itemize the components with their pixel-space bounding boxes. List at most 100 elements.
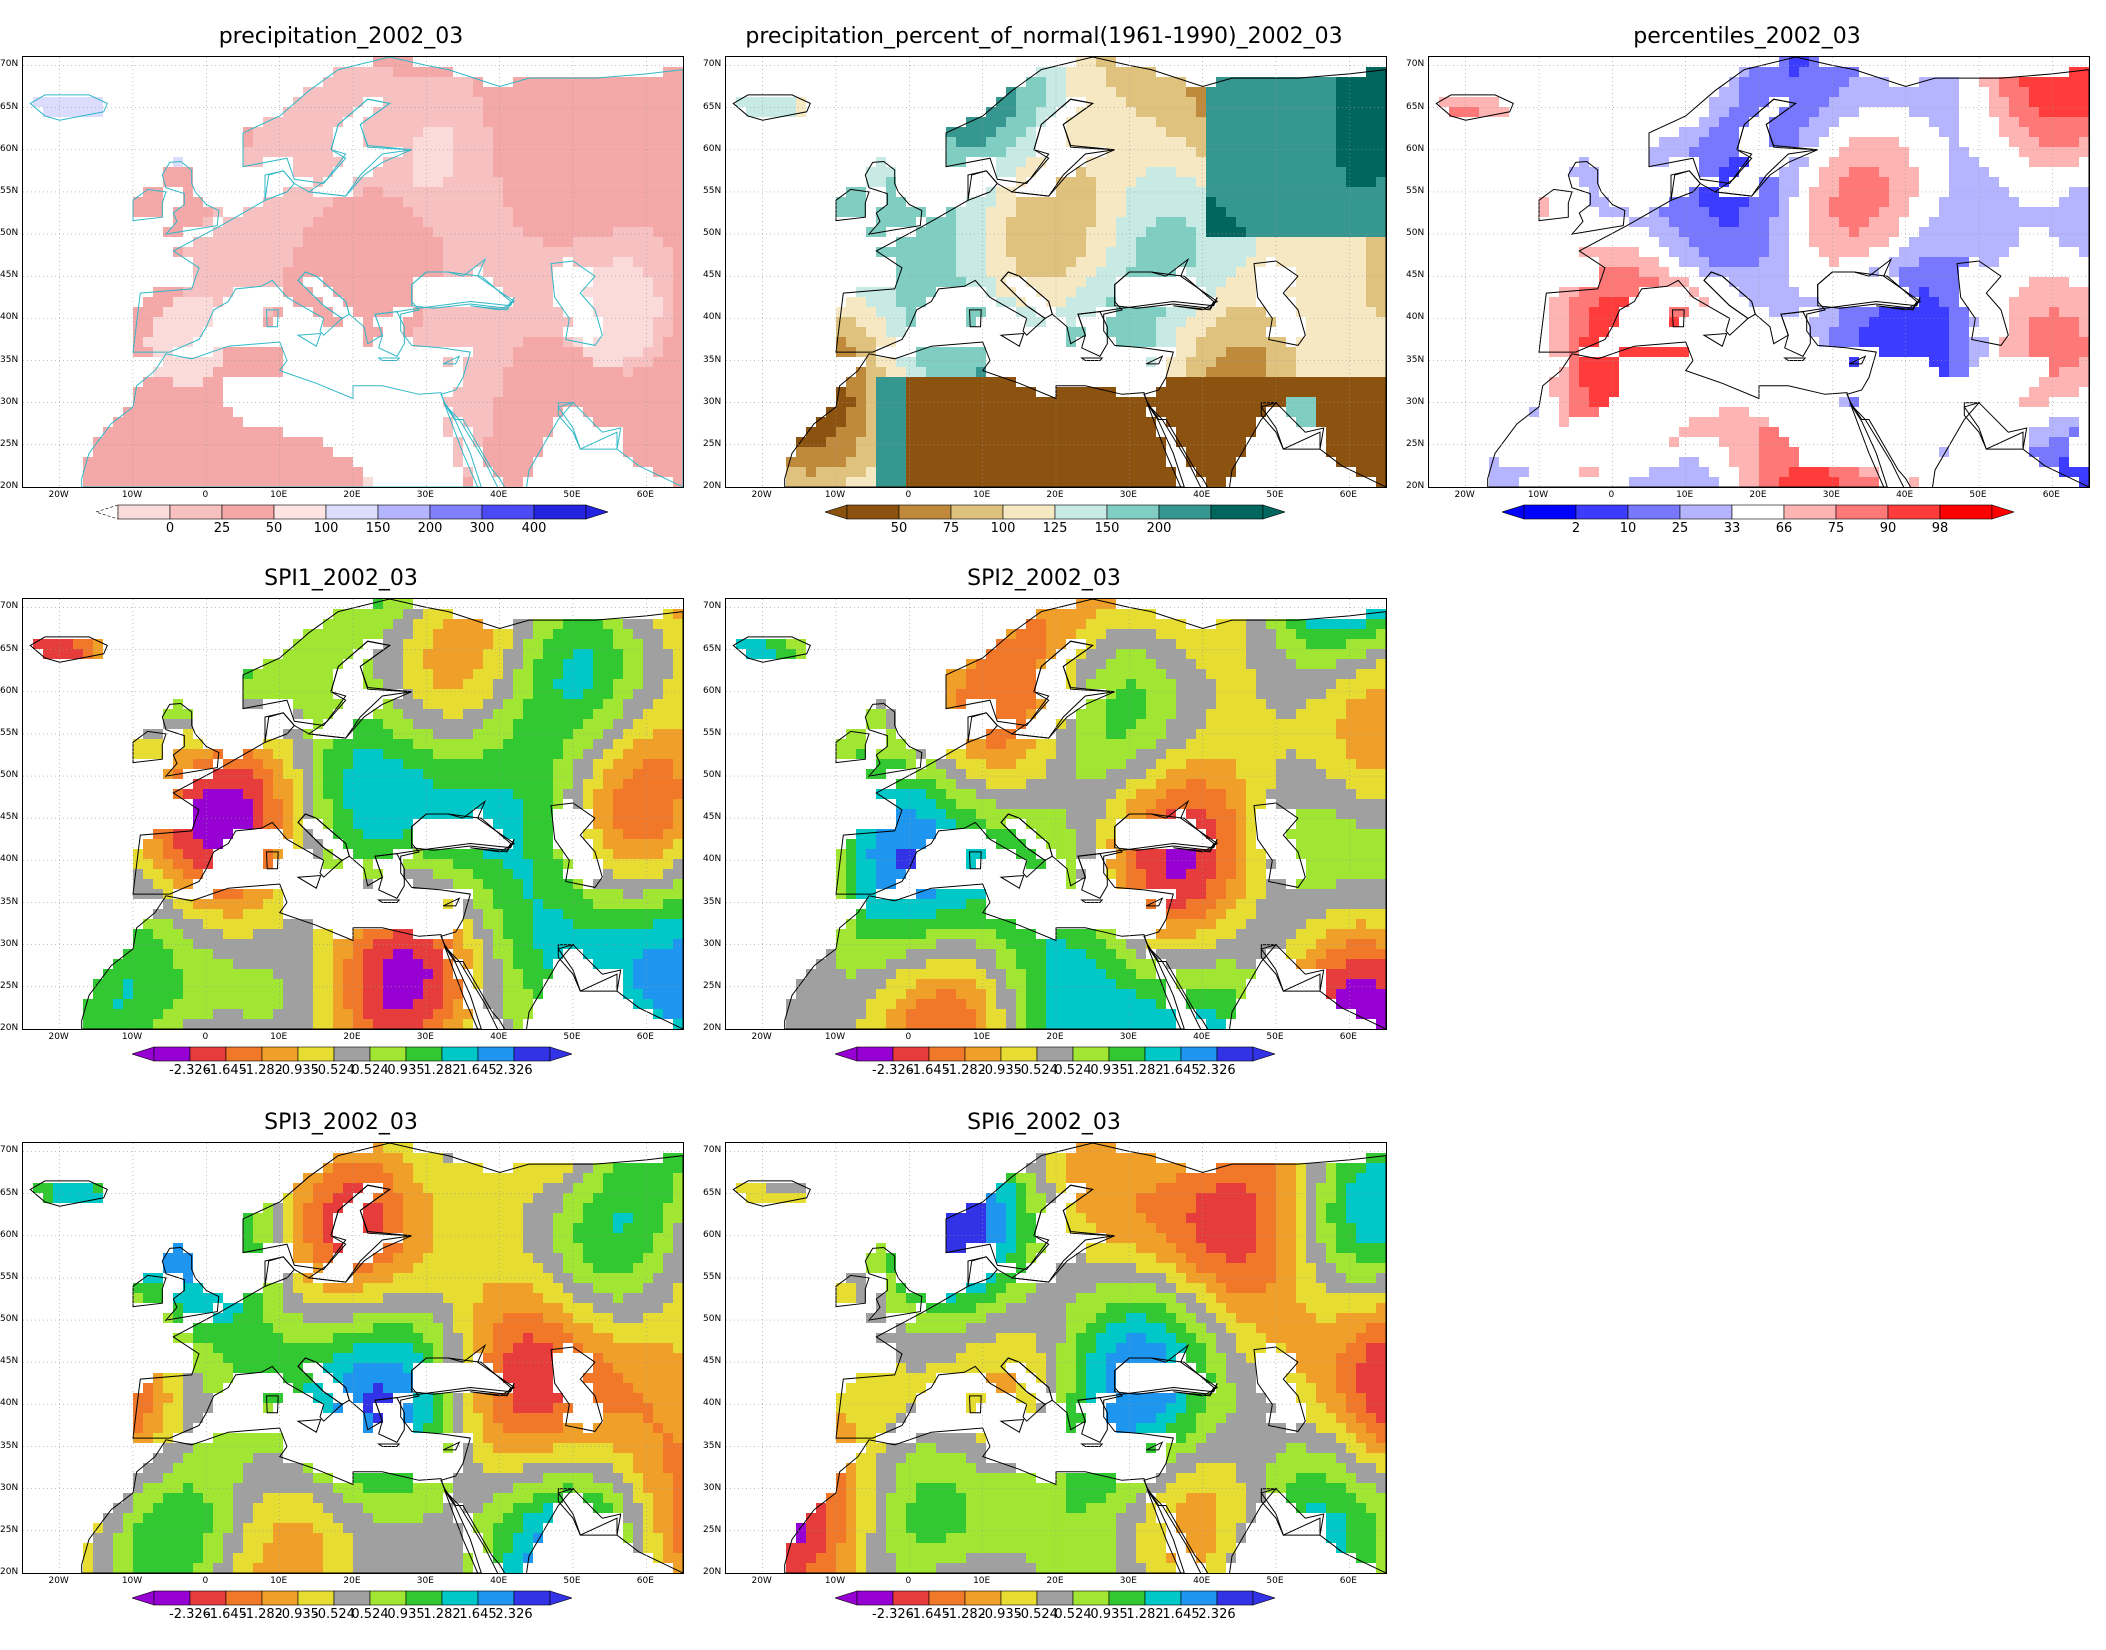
grid-cell bbox=[1909, 387, 1919, 397]
grid-cell bbox=[856, 397, 866, 407]
grid-cell bbox=[363, 457, 373, 467]
grid-cell bbox=[1799, 277, 1809, 287]
grid-cell bbox=[263, 377, 273, 387]
grid-cell bbox=[673, 437, 683, 447]
grid-cell bbox=[363, 247, 373, 257]
grid-cell bbox=[653, 257, 663, 267]
grid-cell bbox=[846, 327, 856, 337]
grid-cell bbox=[543, 117, 553, 127]
grid-cell bbox=[896, 387, 906, 397]
grid-cell bbox=[653, 227, 663, 237]
grid-cell bbox=[1719, 407, 1729, 417]
grid-cell bbox=[643, 437, 653, 447]
grid-cell bbox=[413, 207, 423, 217]
grid-cell bbox=[1356, 117, 1366, 127]
grid-cell bbox=[1609, 457, 1619, 467]
grid-cell bbox=[1056, 227, 1066, 237]
lat-label: 20N bbox=[703, 481, 721, 491]
grid-cell bbox=[1499, 447, 1509, 457]
grid-cell bbox=[203, 287, 213, 297]
grid-cell bbox=[1046, 297, 1056, 307]
grid-cell bbox=[1136, 227, 1146, 237]
grid-cell bbox=[493, 457, 503, 467]
grid-cell bbox=[1126, 97, 1136, 107]
grid-cell bbox=[1779, 407, 1789, 417]
grid-cell bbox=[1659, 267, 1669, 277]
grid-cell bbox=[563, 147, 573, 157]
grid-cell bbox=[193, 297, 203, 307]
grid-cell bbox=[523, 207, 533, 217]
grid-cell bbox=[1176, 387, 1186, 397]
grid-cell bbox=[1096, 197, 1106, 207]
grid-cell bbox=[1589, 367, 1599, 377]
grid-cell bbox=[653, 387, 663, 397]
grid-cell bbox=[303, 467, 313, 477]
grid-cell bbox=[353, 457, 363, 467]
grid-cell bbox=[563, 227, 573, 237]
colorbar-tick-label: 25 bbox=[214, 521, 231, 536]
grid-cell bbox=[1879, 147, 1889, 157]
grid-cell bbox=[673, 167, 683, 177]
grid-cell bbox=[663, 147, 673, 157]
grid-cell bbox=[303, 287, 313, 297]
grid-cell bbox=[1306, 337, 1316, 347]
grid-cell bbox=[1006, 407, 1016, 417]
lon-label: 10E bbox=[973, 490, 990, 500]
grid-cell bbox=[966, 427, 976, 437]
grid-cell bbox=[1559, 317, 1569, 327]
grid-cell bbox=[633, 347, 643, 357]
grid-cell bbox=[493, 447, 503, 457]
grid-cell bbox=[1336, 227, 1346, 237]
grid-cell bbox=[1086, 137, 1096, 147]
grid-cell bbox=[1356, 357, 1366, 367]
grid-cell bbox=[1669, 227, 1679, 237]
grid-cell bbox=[493, 167, 503, 177]
grid-cell bbox=[1689, 387, 1699, 397]
grid-cell bbox=[603, 137, 613, 147]
grid-cell bbox=[453, 107, 463, 117]
grid-cell bbox=[223, 397, 233, 407]
grid-cell bbox=[1106, 127, 1116, 137]
grid-cell bbox=[1176, 307, 1186, 317]
grid-cell bbox=[593, 197, 603, 207]
grid-cell bbox=[1126, 397, 1136, 407]
grid-cell bbox=[603, 297, 613, 307]
grid-cell bbox=[1809, 127, 1819, 137]
grid-cell bbox=[533, 427, 543, 437]
grid-cell bbox=[1759, 187, 1769, 197]
lat-label: 30N bbox=[703, 397, 721, 407]
grid-cell bbox=[1569, 367, 1579, 377]
grid-cell bbox=[1929, 307, 1939, 317]
grid-cell bbox=[1116, 127, 1126, 137]
grid-cell bbox=[553, 247, 563, 257]
grid-cell bbox=[253, 377, 263, 387]
grid-cell bbox=[543, 287, 553, 297]
grid-cell bbox=[223, 467, 233, 477]
grid-cell bbox=[916, 377, 926, 387]
grid-cell bbox=[1699, 267, 1709, 277]
grid-cell bbox=[323, 447, 333, 457]
grid-cell bbox=[583, 227, 593, 237]
grid-cell bbox=[383, 457, 393, 467]
grid-cell bbox=[473, 127, 483, 137]
grid-cell bbox=[363, 397, 373, 407]
grid-cell bbox=[1226, 247, 1236, 257]
grid-cell bbox=[153, 477, 163, 487]
grid-cell bbox=[1769, 237, 1779, 247]
grid-cell bbox=[353, 297, 363, 307]
grid-cell bbox=[653, 317, 663, 327]
grid-cell bbox=[163, 447, 173, 457]
grid-cell bbox=[876, 307, 886, 317]
grid-cell bbox=[1116, 107, 1126, 117]
grid-cell bbox=[673, 117, 683, 127]
grid-cell bbox=[1549, 447, 1559, 457]
grid-cell bbox=[643, 347, 653, 357]
grid-cell bbox=[353, 197, 363, 207]
grid-cell bbox=[1296, 147, 1306, 157]
grid-cell bbox=[1046, 397, 1056, 407]
grid-cell bbox=[1829, 167, 1839, 177]
grid-cell bbox=[453, 167, 463, 177]
grid-cell bbox=[1889, 207, 1899, 217]
grid-cell bbox=[1809, 267, 1819, 277]
grid-cell bbox=[183, 477, 193, 487]
